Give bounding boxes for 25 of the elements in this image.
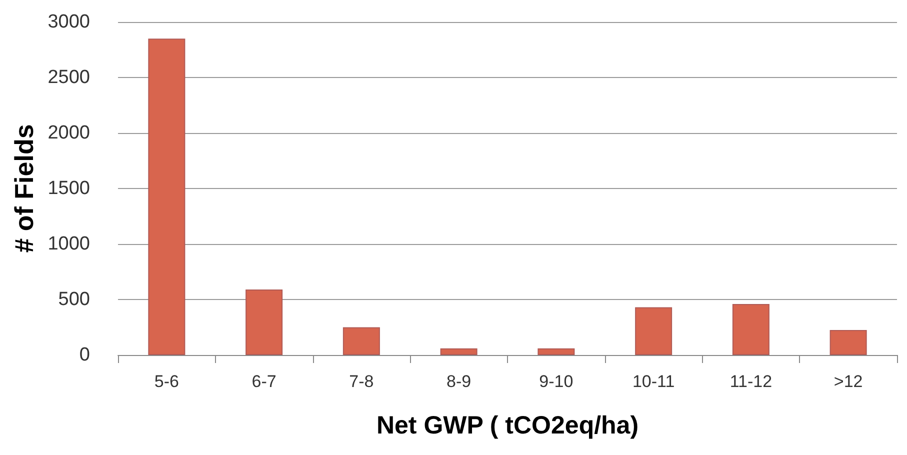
bar xyxy=(830,330,867,355)
x-tick-label: >12 xyxy=(834,372,863,391)
y-tick-label: 0 xyxy=(79,344,90,366)
bar xyxy=(732,304,770,355)
y-tick-label: 2000 xyxy=(48,122,90,144)
bar xyxy=(440,348,478,355)
x-axis-title: Net GWP ( tCO2eq/ha) xyxy=(376,412,639,440)
bar xyxy=(148,38,186,355)
x-tick-label: 6-7 xyxy=(252,372,276,391)
y-tick-label: 2500 xyxy=(48,67,90,88)
y-axis-title: # of Fields xyxy=(8,124,39,253)
x-tick-label: 11-12 xyxy=(730,372,772,391)
y-tick-label: 3000 xyxy=(48,12,90,32)
bar xyxy=(538,348,575,355)
bar xyxy=(635,307,672,355)
x-tick-label: 7-8 xyxy=(349,372,374,391)
x-tick-label: 9-10 xyxy=(539,372,574,391)
x-tick-label: 10-11 xyxy=(632,372,675,391)
y-tick-label: 1500 xyxy=(48,178,90,199)
y-tick-label: 500 xyxy=(58,289,90,310)
bar xyxy=(342,327,380,355)
bar xyxy=(246,290,283,355)
x-tick-label: 5-6 xyxy=(154,372,179,391)
y-tick-label: 1000 xyxy=(48,234,90,254)
x-tick-label: 8-9 xyxy=(446,372,472,391)
